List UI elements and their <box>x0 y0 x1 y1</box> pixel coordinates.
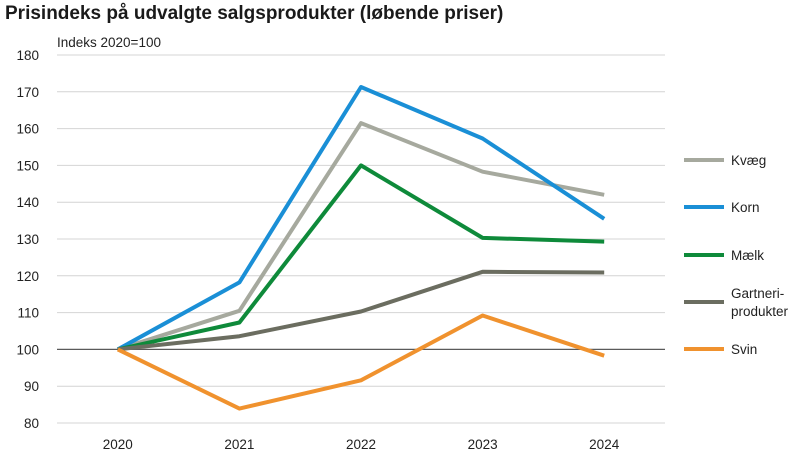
legend-label: Mælk <box>731 248 764 263</box>
series-line-korn <box>116 85 606 352</box>
legend-label: Svin <box>731 342 757 357</box>
legend-label: Korn <box>731 200 760 215</box>
legend-label: Kvæg <box>731 153 766 168</box>
y-tick-label: 150 <box>16 158 39 173</box>
series-line-svin <box>116 313 605 411</box>
x-tick-label: 2020 <box>103 437 133 452</box>
y-axis-unit-label: Indeks 2020=100 <box>57 35 161 50</box>
x-tick-label: 2022 <box>346 437 376 452</box>
y-tick-label: 100 <box>16 342 39 357</box>
x-axis-ticks: 2020 2021 2022 2023 2024 <box>103 437 620 452</box>
series-line-mælk <box>117 163 605 352</box>
y-tick-label: 110 <box>17 306 39 321</box>
series-lines <box>116 85 606 411</box>
x-tick-label: 2024 <box>589 437 620 452</box>
y-tick-label: 160 <box>16 122 39 137</box>
series-line-kvæg <box>117 121 605 352</box>
legend-label: Gartneri- <box>731 286 784 301</box>
series-line-gartneri-produkter <box>117 269 605 352</box>
y-tick-label: 90 <box>24 379 39 394</box>
y-tick-label: 170 <box>16 85 39 100</box>
chart-title: Prisindeks på udvalgte salgsprodukter (l… <box>5 3 504 24</box>
y-tick-label: 120 <box>16 269 39 284</box>
y-axis-ticks: 80 90 100 110 120 130 140 150 160 170 180 <box>16 48 39 431</box>
y-tick-label: 130 <box>16 232 39 247</box>
y-tick-label: 140 <box>16 195 39 210</box>
x-tick-label: 2023 <box>468 437 498 452</box>
y-tick-label: 80 <box>24 416 39 431</box>
y-tick-label: 180 <box>16 48 39 63</box>
legend-label: produkter <box>731 304 789 319</box>
legend: Kvæg Korn Mælk Gartneri-produkter Svin <box>684 153 789 357</box>
x-tick-label: 2021 <box>224 437 254 452</box>
